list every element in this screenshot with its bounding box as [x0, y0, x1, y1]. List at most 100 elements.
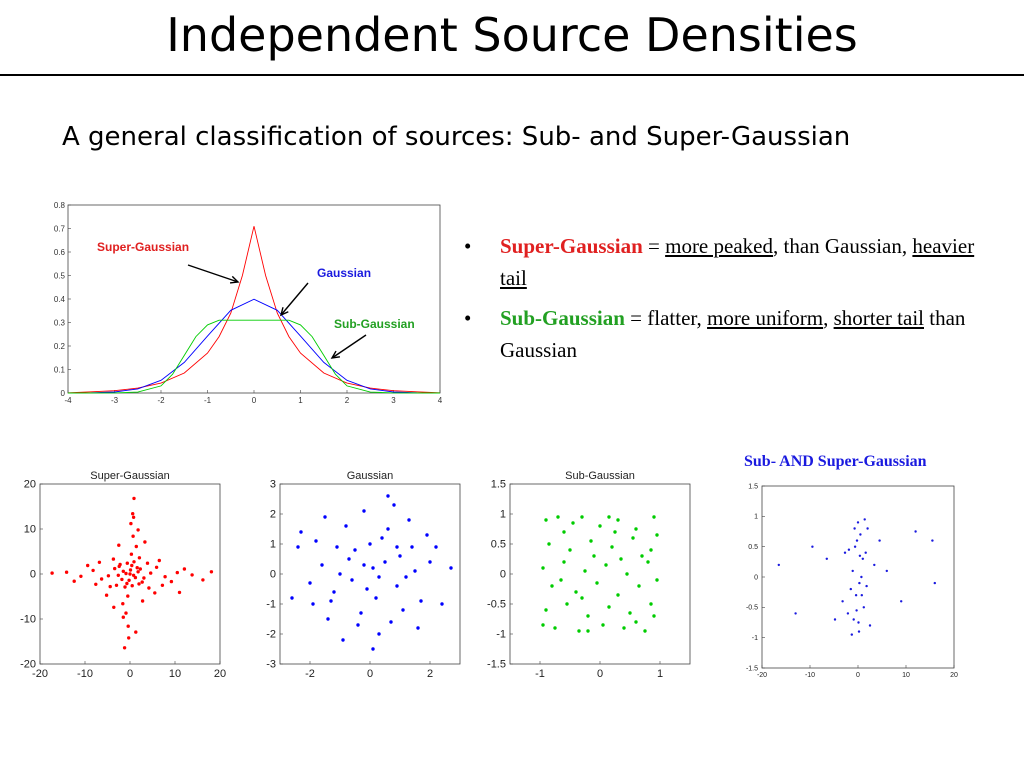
data-point	[865, 584, 868, 588]
plot-frame	[509, 483, 691, 665]
data-point	[857, 630, 861, 633]
x-tick-label: 2	[427, 668, 433, 680]
scatter-title: Super-Gaussian	[90, 470, 170, 482]
data-point	[177, 590, 182, 595]
data-point	[589, 539, 593, 543]
data-point	[368, 542, 372, 546]
data-point	[371, 647, 375, 651]
data-point	[544, 608, 548, 612]
data-point	[652, 614, 656, 618]
data-point	[856, 521, 860, 524]
bullet-super-gaussian: • Super-Gaussian = more peaked, than Gau…	[460, 230, 980, 294]
data-point	[854, 594, 858, 597]
data-point	[861, 557, 864, 560]
data-point	[341, 638, 345, 642]
combo-chart-title: Sub- AND Super-Gaussian	[744, 453, 927, 470]
data-point	[868, 624, 872, 627]
y-tick-label: 0.4	[54, 295, 66, 304]
data-point	[933, 581, 936, 585]
data-point	[900, 600, 903, 603]
data-point	[395, 545, 399, 549]
data-point	[142, 576, 146, 580]
data-point	[565, 602, 569, 606]
series-line-sub-gaussian	[67, 319, 441, 394]
data-point	[134, 630, 138, 634]
annotation-arrow	[331, 334, 367, 359]
x-tick-label: 0	[597, 668, 603, 680]
data-point	[131, 515, 136, 519]
y-tick-label: -0.5	[487, 599, 506, 611]
x-tick-label: 1	[298, 396, 303, 405]
data-point	[562, 530, 566, 534]
data-point	[655, 533, 659, 537]
data-point	[380, 536, 384, 540]
data-point	[425, 533, 429, 537]
y-tick-label: 0	[270, 569, 276, 581]
annotation-super-gaussian: Super-Gaussian	[97, 240, 189, 254]
data-point	[559, 578, 563, 582]
data-point	[122, 646, 127, 650]
data-point	[121, 602, 125, 606]
scatter-gaussian: Gaussian -2 0 2 3 2 1 0 -1 -2 -3	[266, 470, 461, 680]
data-point	[598, 524, 602, 528]
data-point	[604, 563, 608, 567]
bullet-text-end: than Gaussian	[500, 306, 966, 362]
x-tick-label: -10	[805, 672, 815, 679]
data-point	[338, 572, 342, 576]
data-point	[646, 560, 650, 564]
density-chart: -4 -3 -2 -1 0 1 2 3 4 0 0.1 0.2 0.3 0.4 0.5 0.6 0.7 0.8 Su…	[54, 201, 443, 405]
x-tick-label: -20	[757, 672, 767, 679]
x-tick-label: 0	[856, 672, 860, 679]
slide-title: Independent Source Densities	[166, 8, 858, 62]
data-point	[580, 596, 584, 600]
data-point	[377, 632, 381, 636]
bullet-list: • Super-Gaussian = more peaked, than Gau…	[460, 230, 980, 374]
title-rule	[0, 74, 1024, 76]
data-point	[583, 569, 587, 573]
annotation-arrow	[280, 282, 309, 316]
data-point	[607, 605, 611, 609]
data-point	[94, 582, 98, 586]
data-point	[133, 575, 138, 580]
y-tick-label: -1	[496, 629, 506, 641]
scatter-super-gaussian: Super-Gaussian -20 -10 0 10 20 20 10 0 -10 -20	[20, 470, 226, 680]
phrase-heavier-tail: heavier tail	[500, 234, 975, 290]
data-point	[353, 548, 357, 552]
data-point	[311, 602, 315, 606]
data-point	[649, 602, 653, 606]
data-point	[121, 569, 126, 573]
data-point	[866, 527, 869, 530]
data-point	[607, 515, 611, 519]
data-point	[154, 565, 159, 569]
data-point	[622, 626, 626, 630]
data-point	[323, 515, 327, 519]
data-point	[371, 566, 375, 570]
data-point	[571, 521, 575, 525]
data-point	[209, 570, 214, 574]
phrase-shorter-tail: shorter tail	[833, 306, 924, 330]
data-point	[117, 564, 121, 569]
data-point	[329, 599, 333, 603]
data-point	[121, 615, 126, 619]
data-point	[595, 581, 599, 585]
phrase-more-peaked: more peaked	[665, 234, 773, 258]
data-point	[356, 623, 360, 627]
y-tick-label: -1	[752, 635, 758, 642]
data-point	[643, 629, 647, 633]
x-tick-label: 3	[391, 396, 396, 405]
data-point	[860, 594, 863, 597]
x-tick-label: 20	[950, 672, 958, 679]
data-point	[140, 599, 145, 603]
data-point	[365, 587, 369, 591]
data-point	[153, 591, 157, 595]
data-point	[332, 590, 336, 594]
y-tick-label: 0.3	[54, 319, 66, 328]
data-point	[777, 563, 780, 567]
y-tick-label: -20	[20, 659, 36, 671]
y-tick-label: 3	[270, 479, 276, 491]
data-point	[127, 636, 131, 640]
data-point	[413, 569, 417, 573]
data-point	[428, 560, 432, 564]
data-point	[849, 587, 852, 591]
data-point	[574, 590, 578, 594]
